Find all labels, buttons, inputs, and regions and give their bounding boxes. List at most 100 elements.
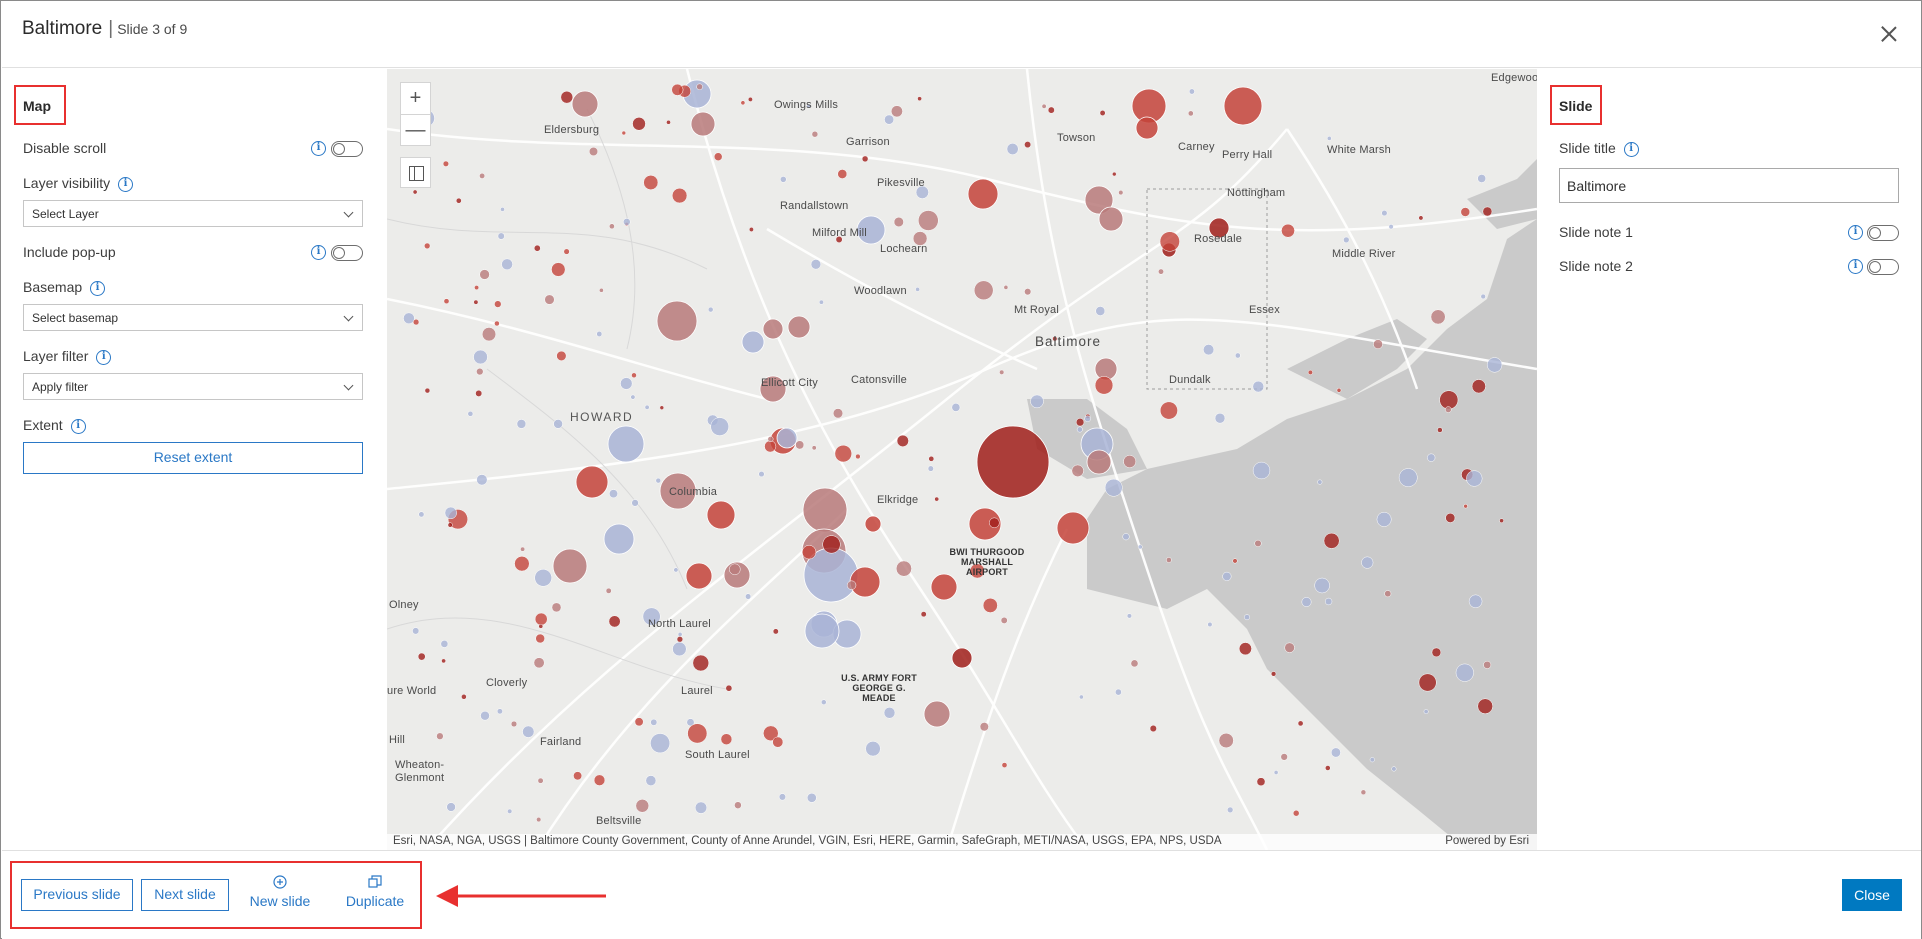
data-point — [1115, 688, 1122, 696]
info-icon[interactable]: i — [90, 280, 106, 296]
zoom-out-button[interactable]: — — [401, 114, 430, 145]
data-point — [764, 440, 777, 453]
data-point — [593, 774, 606, 786]
data-point — [884, 114, 895, 125]
data-point — [677, 632, 683, 637]
data-point — [573, 771, 583, 781]
data-point — [1254, 539, 1262, 547]
data-point — [1112, 171, 1117, 177]
basemap-select[interactable]: Select basemap — [23, 304, 363, 331]
slide-note-1-toggle[interactable] — [1867, 225, 1899, 241]
data-point — [507, 808, 513, 814]
map-label: Catonsville — [851, 374, 908, 386]
data-point — [1252, 380, 1265, 393]
basemap-select-value: Select basemap — [32, 311, 119, 325]
data-point — [1052, 336, 1058, 342]
data-point — [455, 197, 462, 204]
data-point — [1439, 390, 1459, 410]
data-point — [473, 299, 479, 305]
info-icon[interactable]: i — [311, 141, 326, 156]
data-point — [865, 741, 881, 757]
map-label: Wheaton-Glenmont — [395, 759, 445, 784]
data-point — [741, 330, 765, 354]
zoom-in-button[interactable]: + — [409, 87, 422, 109]
map-label: South Laurel — [685, 749, 750, 761]
data-point — [748, 227, 754, 232]
powered-by-link[interactable]: Powered by Esri — [1445, 835, 1529, 847]
data-point — [1056, 511, 1090, 545]
info-icon[interactable]: i — [70, 418, 86, 434]
data-point — [1486, 357, 1503, 373]
new-slide-button[interactable]: New slide — [242, 875, 318, 909]
slide-note-2-toggle[interactable] — [1867, 259, 1899, 275]
map-view[interactable]: + — Edgewoo Owings Mills Eldersburg Garr… — [387, 69, 1537, 850]
data-point — [734, 801, 742, 809]
map-label: Elkridge — [877, 494, 919, 506]
data-point — [725, 684, 733, 692]
data-point — [1159, 401, 1178, 420]
data-point — [497, 232, 505, 240]
info-icon[interactable]: i — [96, 349, 112, 365]
data-point — [620, 377, 633, 390]
layer-list-icon[interactable] — [400, 157, 431, 188]
previous-slide-button[interactable]: Previous slide — [21, 879, 133, 911]
data-point — [1076, 426, 1083, 433]
data-point — [447, 522, 453, 528]
data-point — [424, 242, 431, 250]
data-point — [1024, 141, 1032, 149]
data-point — [666, 119, 671, 125]
map-label: Carney — [1178, 141, 1215, 153]
data-point — [631, 499, 639, 507]
data-point — [1218, 732, 1234, 749]
data-point — [1094, 376, 1114, 395]
reset-extent-button[interactable]: Reset extent — [23, 442, 363, 474]
dialog-header: Baltimore | Slide 3 of 9 — [2, 2, 1921, 68]
data-point — [1388, 224, 1394, 230]
include-popup-toggle[interactable] — [331, 245, 363, 261]
info-icon[interactable]: i — [1848, 225, 1863, 240]
map-label: Olney — [389, 599, 419, 611]
filter-select[interactable]: Apply filter — [23, 373, 363, 400]
info-icon[interactable]: i — [1848, 259, 1863, 274]
data-point — [896, 434, 909, 447]
data-point — [673, 567, 679, 573]
chevron-down-icon — [343, 207, 354, 218]
data-point — [1041, 103, 1047, 109]
close-icon[interactable] — [1879, 24, 1899, 44]
data-point — [694, 801, 708, 814]
next-slide-button[interactable]: Next slide — [141, 879, 229, 911]
data-point — [533, 657, 545, 669]
data-point — [1024, 288, 1032, 296]
data-point — [534, 612, 548, 626]
dialog-title: Baltimore | Slide 3 of 9 — [22, 18, 187, 40]
layer-filter-label: Layer filter i — [23, 348, 112, 365]
slide-title-label: Slide title i — [1559, 140, 1639, 157]
data-point — [1326, 136, 1332, 141]
duplicate-button[interactable]: Duplicate — [332, 875, 418, 909]
layer-select[interactable]: Select Layer — [23, 200, 363, 227]
data-point — [864, 515, 882, 533]
data-point — [1361, 556, 1374, 569]
map-label: Edgewoo — [1491, 72, 1537, 84]
data-point — [1223, 86, 1263, 126]
info-icon[interactable]: i — [118, 176, 134, 192]
info-icon[interactable]: i — [311, 245, 326, 260]
data-point — [1343, 236, 1350, 244]
info-icon[interactable]: i — [1623, 141, 1639, 157]
close-button[interactable]: Close — [1842, 879, 1902, 911]
data-point — [758, 471, 765, 478]
disable-scroll-toggle[interactable] — [331, 141, 363, 157]
data-point — [856, 215, 886, 245]
data-point — [588, 146, 599, 157]
data-point — [795, 440, 805, 450]
data-point — [1360, 789, 1367, 796]
slide-title-input[interactable]: Baltimore — [1559, 168, 1899, 203]
data-point — [544, 294, 555, 305]
data-point — [762, 318, 784, 340]
data-point — [1376, 511, 1392, 527]
data-point — [536, 817, 542, 823]
data-point — [1431, 647, 1442, 658]
data-point — [510, 720, 518, 728]
data-point — [473, 349, 488, 365]
map-label: Fairland — [540, 736, 582, 748]
